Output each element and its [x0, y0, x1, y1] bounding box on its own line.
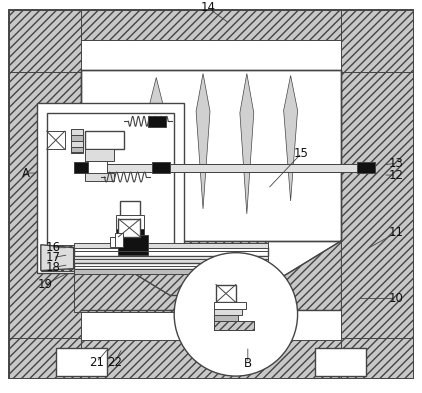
Text: 15: 15 [294, 147, 309, 160]
Bar [47, 131, 65, 149]
Bar [195, 296, 227, 343]
Bar [84, 131, 124, 149]
Text: 19: 19 [37, 278, 52, 291]
Bar [148, 116, 166, 127]
Bar [214, 309, 242, 315]
Text: B: B [244, 356, 252, 370]
Bar [357, 162, 375, 173]
Bar [83, 72, 339, 239]
Bar [116, 233, 123, 247]
Polygon shape [41, 245, 74, 271]
Text: 17: 17 [45, 251, 60, 264]
Bar [84, 161, 106, 179]
Polygon shape [240, 73, 254, 214]
Bar [74, 247, 268, 256]
Bar [214, 321, 254, 330]
Bar [119, 219, 141, 237]
Bar [74, 268, 268, 274]
Bar [341, 10, 413, 72]
Bar [314, 348, 366, 376]
Polygon shape [196, 73, 210, 209]
Bar [84, 149, 114, 161]
Bar [84, 173, 114, 181]
Bar [9, 10, 81, 72]
Bar [341, 338, 413, 378]
Bar [47, 113, 73, 261]
Bar [81, 70, 341, 241]
Bar [70, 135, 83, 141]
Bar [74, 256, 268, 263]
Text: 18: 18 [45, 261, 60, 274]
Bar [111, 237, 120, 247]
Text: 14: 14 [200, 1, 216, 15]
Bar [70, 129, 83, 135]
Bar [81, 10, 341, 40]
Bar [116, 215, 144, 229]
Bar [150, 113, 174, 261]
Bar [216, 285, 236, 303]
Bar [74, 241, 268, 312]
Polygon shape [252, 241, 341, 310]
Bar [214, 303, 246, 309]
Text: 10: 10 [389, 292, 403, 305]
Bar [37, 103, 184, 273]
Bar [214, 321, 254, 330]
Bar [341, 72, 413, 338]
Bar [74, 162, 88, 173]
Text: 13: 13 [389, 156, 403, 170]
Bar [81, 70, 341, 241]
Bar [74, 256, 268, 263]
Bar [74, 243, 268, 248]
Bar [56, 348, 108, 376]
Bar [9, 72, 81, 338]
Text: 12: 12 [389, 169, 403, 182]
Bar [74, 263, 268, 268]
Text: 22: 22 [107, 356, 122, 369]
Bar [47, 113, 174, 261]
Bar [41, 245, 74, 271]
Text: 11: 11 [389, 226, 403, 239]
Bar [70, 129, 83, 153]
Bar [122, 203, 138, 239]
Bar [120, 201, 141, 241]
Text: A: A [22, 167, 30, 180]
Bar [152, 162, 170, 173]
Polygon shape [148, 77, 164, 193]
Bar [70, 147, 83, 152]
Polygon shape [81, 241, 170, 310]
Circle shape [174, 253, 298, 376]
Bar [81, 340, 341, 378]
Bar [214, 315, 238, 321]
Bar [195, 296, 227, 343]
Bar [119, 235, 148, 255]
Bar [83, 72, 339, 239]
Polygon shape [284, 75, 298, 201]
Bar [70, 141, 83, 147]
Text: 16: 16 [45, 241, 60, 254]
Bar [74, 164, 370, 172]
Bar [116, 229, 144, 237]
Text: 21: 21 [89, 356, 104, 369]
Bar [9, 338, 81, 378]
